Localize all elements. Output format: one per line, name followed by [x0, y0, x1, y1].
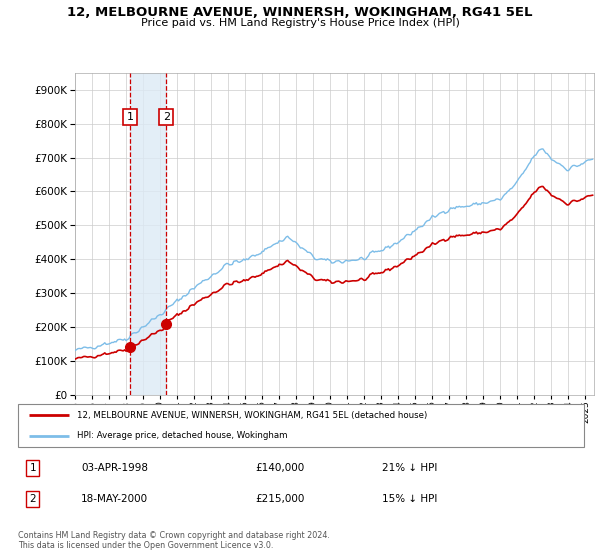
Text: 21% ↓ HPI: 21% ↓ HPI	[382, 463, 437, 473]
Text: 12, MELBOURNE AVENUE, WINNERSH, WOKINGHAM, RG41 5EL: 12, MELBOURNE AVENUE, WINNERSH, WOKINGHA…	[67, 6, 533, 18]
Text: Contains HM Land Registry data © Crown copyright and database right 2024.
This d: Contains HM Land Registry data © Crown c…	[18, 531, 330, 550]
Text: 2: 2	[29, 494, 36, 504]
Text: 1: 1	[29, 463, 36, 473]
Text: 2: 2	[163, 112, 170, 122]
Text: 03-APR-1998: 03-APR-1998	[81, 463, 148, 473]
Bar	[130, 73, 166, 395]
Text: £215,000: £215,000	[256, 494, 305, 504]
Text: 18-MAY-2000: 18-MAY-2000	[81, 494, 148, 504]
Text: 1: 1	[127, 112, 134, 122]
Text: Price paid vs. HM Land Registry's House Price Index (HPI): Price paid vs. HM Land Registry's House …	[140, 18, 460, 29]
Text: 12, MELBOURNE AVENUE, WINNERSH, WOKINGHAM, RG41 5EL (detached house): 12, MELBOURNE AVENUE, WINNERSH, WOKINGHA…	[77, 411, 427, 420]
Text: £140,000: £140,000	[256, 463, 305, 473]
Text: HPI: Average price, detached house, Wokingham: HPI: Average price, detached house, Woki…	[77, 431, 287, 440]
Text: 15% ↓ HPI: 15% ↓ HPI	[382, 494, 437, 504]
FancyBboxPatch shape	[18, 404, 584, 447]
